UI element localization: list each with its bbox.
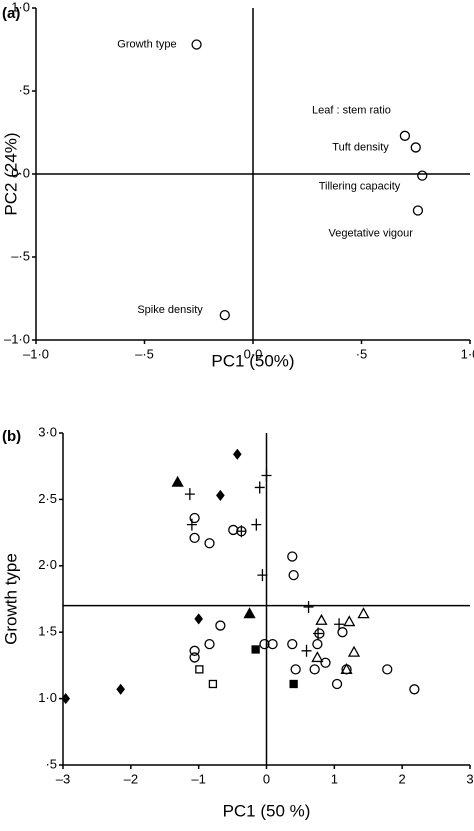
point: [347, 645, 361, 657]
point: [186, 518, 197, 531]
point: [288, 569, 299, 581]
point: [191, 39, 202, 50]
x-tick-label: –·5: [135, 346, 154, 361]
point: [236, 526, 247, 537]
point: [315, 613, 328, 625]
point-label: Leaf : stem ratio: [312, 105, 391, 117]
point-label: Vegetative vigour: [329, 227, 414, 239]
point: [303, 600, 314, 613]
x-tick-label: ·5: [356, 346, 368, 361]
y-tick-label: –·5: [11, 248, 30, 263]
point: [204, 639, 215, 650]
point: [189, 645, 200, 656]
point: [251, 518, 262, 531]
x-tick-label: 2: [399, 771, 406, 786]
point: [399, 130, 411, 141]
point: [301, 644, 312, 657]
y-tick-label: 3·0: [38, 424, 57, 439]
point: [312, 639, 323, 650]
point: [219, 309, 230, 321]
point: [289, 679, 298, 689]
point: [343, 615, 356, 627]
y-tick-label: ·5: [45, 756, 57, 771]
x-tick-label: –2: [124, 771, 138, 786]
x-axis-title: PC1 (50 %): [223, 801, 311, 820]
y-tick-label: 1·0: [11, 0, 30, 14]
point: [215, 620, 226, 631]
y-tick-label: ·5: [18, 82, 30, 97]
point: [195, 665, 204, 674]
point: [184, 488, 195, 501]
point: [189, 532, 200, 544]
point: [320, 657, 331, 668]
point: [309, 664, 320, 675]
x-tick-label: –1: [191, 771, 205, 786]
point: [267, 639, 278, 650]
point: [204, 538, 215, 549]
y-axis-title: PC2 (24%): [1, 132, 20, 215]
point: [412, 205, 424, 216]
point-label: Tuft density: [332, 141, 389, 153]
x-tick-label: 1·0: [461, 346, 474, 361]
point: [61, 693, 71, 705]
point: [243, 607, 256, 619]
point: [287, 639, 298, 650]
y-tick-label: 1·5: [38, 624, 57, 639]
x-tick-label: –1·0: [23, 346, 49, 361]
point: [409, 684, 420, 695]
point: [216, 489, 225, 501]
point: [194, 613, 203, 625]
y-tick-label: –1·0: [4, 331, 30, 346]
point: [290, 664, 301, 675]
x-tick-label: –3: [56, 771, 70, 786]
x-tick-label: 1: [331, 771, 338, 786]
y-tick-label: 2·5: [38, 491, 57, 506]
point: [116, 683, 125, 695]
point: [254, 481, 265, 494]
y-tick-label: 1·0: [38, 690, 57, 705]
point: [311, 651, 324, 663]
y-tick-label: 0·0: [11, 165, 30, 180]
point-label: Tillering capacity: [319, 181, 401, 193]
point: [208, 679, 218, 689]
point: [189, 512, 200, 524]
x-tick-label: 3: [466, 771, 473, 786]
point: [410, 142, 421, 153]
x-tick-label: 0: [263, 771, 270, 786]
y-tick-label: 2·0: [38, 557, 57, 572]
point: [257, 569, 268, 582]
point: [331, 678, 343, 690]
point: [357, 607, 370, 619]
point: [334, 618, 345, 631]
point: [259, 639, 270, 650]
point-label: Growth type: [117, 38, 176, 50]
panel-label: (b): [2, 428, 21, 445]
y-axis-title: Growth type: [1, 553, 20, 645]
point: [228, 524, 239, 536]
x-axis-title: PC1 (50%): [211, 351, 294, 370]
point: [251, 645, 260, 654]
point: [189, 652, 200, 663]
point: [382, 664, 393, 675]
point: [337, 627, 348, 638]
point-label: Spike density: [137, 304, 203, 316]
point: [261, 469, 272, 482]
point: [233, 448, 242, 460]
point: [417, 170, 428, 181]
x-tick-label: 0·0: [244, 346, 263, 361]
point: [171, 475, 184, 487]
point: [314, 628, 325, 639]
point: [287, 551, 298, 562]
point: [340, 663, 353, 675]
panel-label: (a): [2, 5, 20, 22]
